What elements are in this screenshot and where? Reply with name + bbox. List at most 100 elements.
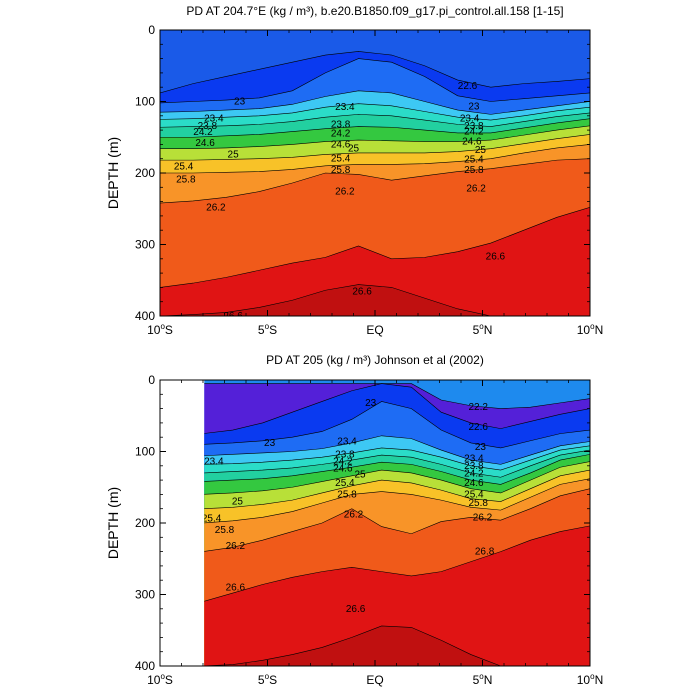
x-tick-label: 10oN xyxy=(577,672,603,687)
contour-label: 26.2 xyxy=(473,512,493,523)
panel-bot-contour-line-25 xyxy=(204,461,591,495)
x-tick-label: EQ xyxy=(366,323,383,337)
panel-top-contour-line-22.6 xyxy=(160,51,590,94)
panel-bottom-title: PD AT 205 (kg / m³) Johnson et al (2002) xyxy=(266,353,484,367)
panel-top-contour-line-24.6 xyxy=(160,118,590,138)
panel-top-band-26.6 xyxy=(160,284,590,316)
contour-label: 23 xyxy=(475,442,487,453)
contour-label: 26.2 xyxy=(466,184,486,195)
y-tick-label: 0 xyxy=(148,373,155,387)
y-tick-label: 100 xyxy=(135,95,155,109)
panel-bottom: PD AT 205 (kg / m³) Johnson et al (2002)… xyxy=(105,353,603,687)
contour-label: 23.4 xyxy=(460,114,480,125)
contour-label: 25.8 xyxy=(176,174,196,185)
contour-label: 25.8 xyxy=(337,489,357,500)
contour-label: 23.8 xyxy=(464,461,484,472)
panel-top-contour-line-23 xyxy=(160,58,590,104)
contour-label: 23.4 xyxy=(204,457,224,468)
panel-bot-band-26.6 xyxy=(204,625,590,666)
contour-label: 23.8 xyxy=(198,121,218,132)
panel-bot-band-26.6 xyxy=(204,525,590,666)
contour-label: 22.6 xyxy=(458,81,478,92)
panel-top-contour-line-23.8 xyxy=(160,103,590,121)
contour-label: 26.8 xyxy=(475,547,495,558)
y-tick-label: 200 xyxy=(135,516,155,530)
x-tick-label: 10oS xyxy=(147,322,173,337)
contour-label: 25.8 xyxy=(468,498,488,509)
contour-label: 25.4 xyxy=(464,154,484,165)
contour-label: 25.4 xyxy=(174,162,194,173)
contour-label: 23 xyxy=(468,102,480,113)
panel-top: PD AT 204.7°E (kg / m³), b.e20.B1850.f09… xyxy=(105,4,603,337)
panel-top-contour-line-26.6 xyxy=(160,207,590,288)
contour-label: 24.2 xyxy=(333,457,353,468)
contour-label: 23 xyxy=(365,398,377,409)
contour-label: 24.2 xyxy=(464,469,484,480)
contour-label: 23.8 xyxy=(464,121,484,132)
panel-top-contour-line-25 xyxy=(160,125,590,149)
y-tick-label: 300 xyxy=(135,588,155,602)
panel-bot-contour-line-23.4 xyxy=(204,435,591,465)
contour-label: 26.6 xyxy=(223,311,243,322)
panel-bot-contour-line-26.2 xyxy=(204,488,591,552)
contour-label: 22.6 xyxy=(468,422,488,433)
panel-top-contour-line-26.2 xyxy=(160,158,590,204)
contour-label: 24.6 xyxy=(464,478,484,489)
contour-label: 25 xyxy=(475,145,487,156)
contour-label: 25.4 xyxy=(331,154,351,165)
y-tick-label: 0 xyxy=(148,23,155,37)
contour-label: 26.6 xyxy=(486,252,506,263)
panel-bot-contour-line-22.6 xyxy=(204,383,591,434)
contour-label: 26.6 xyxy=(226,582,246,593)
y-tick-label: 400 xyxy=(135,659,155,673)
contour-label: 25 xyxy=(354,469,366,480)
panel-bot-contour-line-23.8 xyxy=(204,445,591,471)
contour-label: 24.6 xyxy=(331,139,351,150)
contour-label: 25.8 xyxy=(331,165,351,176)
contour-label: 26.6 xyxy=(346,604,366,615)
contour-label: 23.8 xyxy=(335,449,355,460)
contour-label: 22.2 xyxy=(468,402,488,413)
contour-label: 23 xyxy=(264,438,276,449)
contour-label: 25.4 xyxy=(464,489,484,500)
panel-bottom-contour-lines xyxy=(204,383,591,666)
contour-label: 23.4 xyxy=(335,102,355,113)
y-tick-label: 100 xyxy=(135,445,155,459)
contour-label: 24.6 xyxy=(462,137,482,148)
contour-label: 26.2 xyxy=(226,541,246,552)
panel-top-ylabel: DEPTH (m) xyxy=(105,137,121,209)
contour-label: 25.8 xyxy=(215,525,235,536)
contour-label: 25 xyxy=(232,497,244,508)
x-tick-label: EQ xyxy=(366,673,383,687)
panel-top-title: PD AT 204.7°E (kg / m³), b.e20.B1850.f09… xyxy=(186,4,563,18)
contour-label: 24.6 xyxy=(195,138,215,149)
panel-bot-contour-line-25.4 xyxy=(204,469,591,509)
panel-top-contour-lines xyxy=(160,51,590,316)
x-tick-label: 10oN xyxy=(577,322,603,337)
contour-label: 25 xyxy=(228,149,240,160)
contour-label: 26.2 xyxy=(335,187,355,198)
y-tick-label: 200 xyxy=(135,166,155,180)
contour-label: 23.4 xyxy=(337,437,357,448)
panel-bottom-axes: 10oS 5oS EQ 5oN 10oN 0 100 200 300 400 xyxy=(135,373,603,687)
panel-top-contour-line-25.8 xyxy=(160,144,590,174)
panel-top-contour-line-25.4 xyxy=(160,134,590,161)
contour-label: 23 xyxy=(234,97,246,108)
panel-bot-contour-line-26.6 xyxy=(204,525,591,602)
panel-top-contour-line-23.4 xyxy=(160,90,590,115)
contour-label: 23.4 xyxy=(464,454,484,465)
contour-label: 25.4 xyxy=(335,478,355,489)
y-tick-label: 400 xyxy=(135,309,155,323)
panel-bot-contour-line-24.2 xyxy=(204,449,591,478)
y-tick-label: 300 xyxy=(135,238,155,252)
contour-label: 25.8 xyxy=(464,165,484,176)
contour-label: 24.2 xyxy=(464,127,484,138)
panel-bot-contour-line-23 xyxy=(204,401,591,449)
contour-label: 26.2 xyxy=(344,509,364,520)
panel-bot-contour-line-24.6 xyxy=(204,454,591,485)
contour-label: 24.2 xyxy=(331,129,351,140)
panel-top-contour-line-24.2 xyxy=(160,112,590,128)
